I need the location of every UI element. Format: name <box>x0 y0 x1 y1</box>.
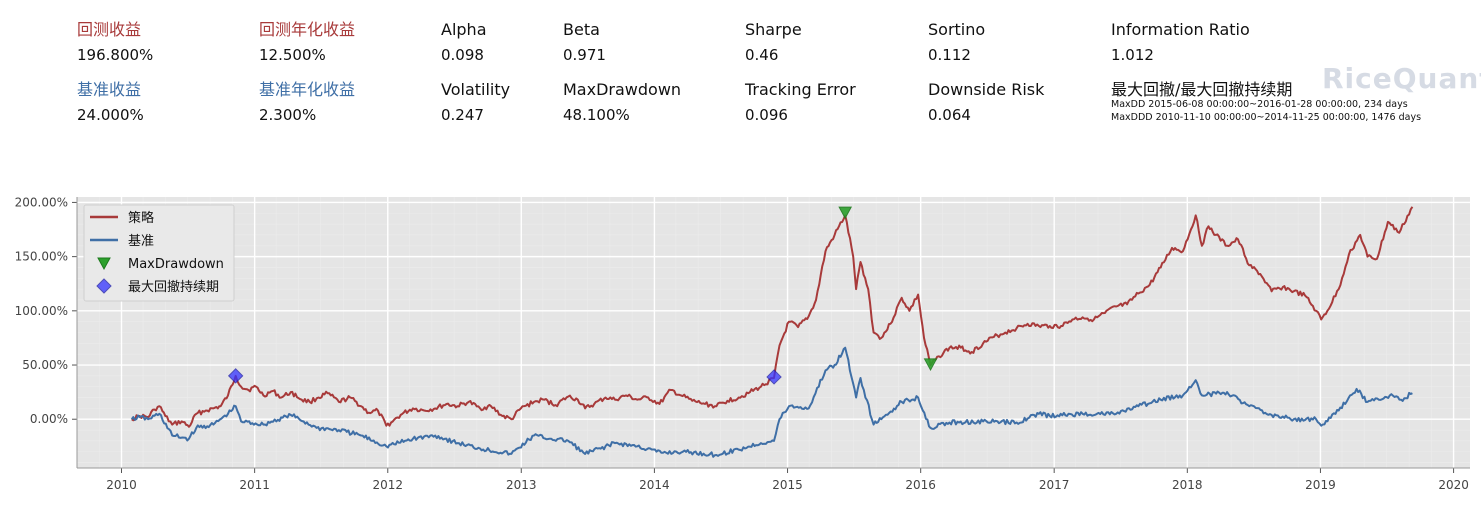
metric-value: 2.300% <box>259 106 317 124</box>
metric-label: Beta <box>563 20 600 39</box>
metric-value: 0.112 <box>928 46 971 64</box>
metric-label: Volatility <box>441 80 511 99</box>
metric-label: 最大回撤/最大回撤持续期 <box>1111 80 1293 99</box>
legend-label: 基准 <box>128 234 154 249</box>
metric-volatility: Volatility 0.247 <box>441 80 510 124</box>
metric-value: 0.247 <box>441 106 484 124</box>
metric-label: Information Ratio <box>1111 20 1250 39</box>
metric-max-drawdown-duration: 最大回撤/最大回撤持续期 <box>1111 80 1292 100</box>
max-drawdown-details: MaxDD 2015-06-08 00:00:00~2016-01-28 00:… <box>1111 98 1421 124</box>
x-tick-label: 2012 <box>372 478 403 492</box>
max-drawdown-duration-marker <box>766 369 782 385</box>
metric-value: 0.971 <box>563 46 606 64</box>
x-tick-label: 2018 <box>1172 478 1203 492</box>
y-tick-label: 200.00% <box>15 195 68 209</box>
legend-box <box>83 204 235 302</box>
x-tick-label: 2020 <box>1438 478 1469 492</box>
max-drawdown-duration-marker <box>227 368 244 384</box>
metric-label: Downside Risk <box>928 80 1045 99</box>
y-tick-label: 50.00% <box>22 358 68 372</box>
metric-label: Alpha <box>441 20 487 39</box>
metric-sharpe: Sharpe 0.46 <box>745 20 802 64</box>
metric-information-ratio: Information Ratio 1.012 <box>1111 20 1250 64</box>
metric-value: 1.012 <box>1111 46 1154 64</box>
metric-label: 回测收益 <box>77 20 142 39</box>
y-tick-label: 100.00% <box>15 304 68 318</box>
series-line-benchmark <box>130 346 1413 458</box>
max-drawdown-marker <box>923 358 938 371</box>
metric-label: Tracking Error <box>745 80 856 99</box>
metric-tracking-error: Tracking Error 0.096 <box>745 80 856 124</box>
x-tick-label: 2010 <box>106 478 137 492</box>
maxddd-line: MaxDDD 2010-11-10 00:00:00~2014-11-25 00… <box>1111 112 1422 123</box>
metric-value: 24.000% <box>77 106 144 124</box>
metric-label: 回测年化收益 <box>259 20 356 39</box>
legend-label: 策略 <box>128 210 154 226</box>
y-tick-label: 150.00% <box>15 250 68 264</box>
metric-label: MaxDrawdown <box>563 80 682 99</box>
metric-value: 0.46 <box>745 46 779 64</box>
metric-label: 基准收益 <box>77 80 142 99</box>
legend-label: 最大回撤持续期 <box>128 279 219 295</box>
metric-value: 12.500% <box>259 46 326 64</box>
metric-value: 0.098 <box>441 46 484 64</box>
metric-sortino: Sortino 0.112 <box>928 20 985 64</box>
y-tick-label: 0.00% <box>30 412 68 426</box>
metric-alpha: Alpha 0.098 <box>441 20 487 64</box>
ricequant-watermark: RiceQuant <box>1322 62 1481 95</box>
legend-swatch-maxdrawdown <box>97 257 111 271</box>
metric-label: Sortino <box>928 20 986 39</box>
x-tick-label: 2014 <box>639 478 670 492</box>
metric-benchmark-returns: 基准收益 24.000% <box>77 80 144 124</box>
x-tick-label: 2011 <box>239 478 270 492</box>
metric-downside-risk: Downside Risk 0.064 <box>928 80 1044 124</box>
x-tick-label: 2016 <box>905 478 936 492</box>
max-drawdown-marker <box>838 206 853 220</box>
metric-value: 0.096 <box>745 106 788 124</box>
metric-label: 基准年化收益 <box>259 80 356 99</box>
metric-annualized-returns: 回测年化收益 12.500% <box>259 20 355 64</box>
metric-total-returns: 回测收益 196.800% <box>77 20 153 64</box>
metric-beta: Beta 0.971 <box>563 20 606 64</box>
metric-value: 48.100% <box>563 106 630 124</box>
metric-value: 196.800% <box>77 46 154 64</box>
legend-label: MaxDrawdown <box>128 257 224 272</box>
metric-benchmark-annualized: 基准年化收益 2.300% <box>259 80 355 124</box>
metric-value: 0.064 <box>928 106 971 124</box>
legend-swatch-duration <box>96 278 112 294</box>
metric-label: Sharpe <box>745 20 802 39</box>
x-tick-label: 2015 <box>772 478 803 492</box>
x-tick-label: 2019 <box>1305 478 1336 492</box>
x-tick-label: 2017 <box>1039 478 1070 492</box>
x-tick-label: 2013 <box>506 478 537 492</box>
metric-max-drawdown: MaxDrawdown 48.100% <box>563 80 681 124</box>
maxdd-line: MaxDD 2015-06-08 00:00:00~2016-01-28 00:… <box>1111 99 1408 110</box>
